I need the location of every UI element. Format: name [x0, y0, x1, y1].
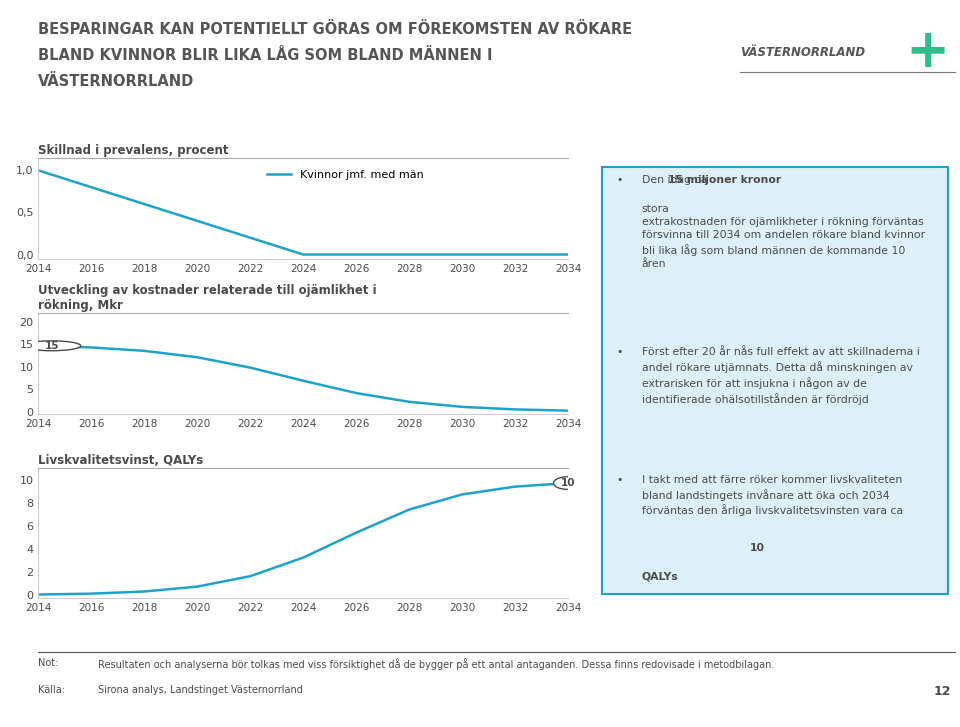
Text: 15: 15	[44, 341, 59, 351]
Text: 12: 12	[933, 685, 950, 698]
Text: stora
extrakostnaden för ojämlikheter i rökning förväntas
försvinna till 2034 om: stora extrakostnaden för ojämlikheter i …	[641, 204, 924, 270]
Text: •: •	[616, 475, 623, 485]
Text: BESPARINGAR KAN POTENTIELLT GÖRAS OM FÖREKOMSTEN AV RÖKARE: BESPARINGAR KAN POTENTIELLT GÖRAS OM FÖR…	[38, 22, 633, 37]
Text: VÄSTERNORRLAND: VÄSTERNORRLAND	[740, 47, 865, 60]
Text: Först efter 20 år nås full effekt av att skillnaderna i
andel rökare utjämnats. : Först efter 20 år nås full effekt av att…	[641, 347, 920, 405]
Text: QALYs: QALYs	[641, 571, 679, 582]
Circle shape	[554, 477, 583, 489]
Text: 10: 10	[561, 478, 575, 488]
Text: 15 miljoner kronor: 15 miljoner kronor	[667, 175, 780, 185]
Text: I takt med att färre röker kommer livskvaliteten
bland landstingets invånare att: I takt med att färre röker kommer livskv…	[641, 475, 906, 516]
Text: •: •	[616, 347, 623, 357]
Text: Skillnad i prevalens, procent: Skillnad i prevalens, procent	[38, 144, 228, 156]
Text: VÄSTERNORRLAND: VÄSTERNORRLAND	[38, 74, 195, 89]
Legend: Kvinnor jmf. med män: Kvinnor jmf. med män	[263, 165, 428, 184]
Text: 10: 10	[750, 543, 765, 553]
Text: BLAND KVINNOR BLIR LIKA LÅG SOM BLAND MÄNNEN I: BLAND KVINNOR BLIR LIKA LÅG SOM BLAND MÄ…	[38, 48, 492, 63]
Text: Resultaten och analyserna bör tolkas med viss försiktighet då de bygger på ett a: Resultaten och analyserna bör tolkas med…	[98, 658, 775, 670]
Text: Den idag ca: Den idag ca	[641, 175, 710, 185]
Text: Utveckling av kostnader relaterade till ojämlikhet i
rökning, Mkr: Utveckling av kostnader relaterade till …	[38, 284, 377, 312]
FancyBboxPatch shape	[602, 166, 948, 593]
Circle shape	[22, 341, 81, 350]
Text: +: +	[905, 26, 949, 78]
Text: Sirona analys, Landstinget Västernorrland: Sirona analys, Landstinget Västernorrlan…	[98, 685, 302, 695]
Text: •: •	[616, 175, 623, 185]
Text: Not:: Not:	[38, 658, 59, 668]
Text: Källa:: Källa:	[38, 685, 65, 695]
Text: Livskvalitetsvinst, QALYs: Livskvalitetsvinst, QALYs	[38, 454, 204, 467]
